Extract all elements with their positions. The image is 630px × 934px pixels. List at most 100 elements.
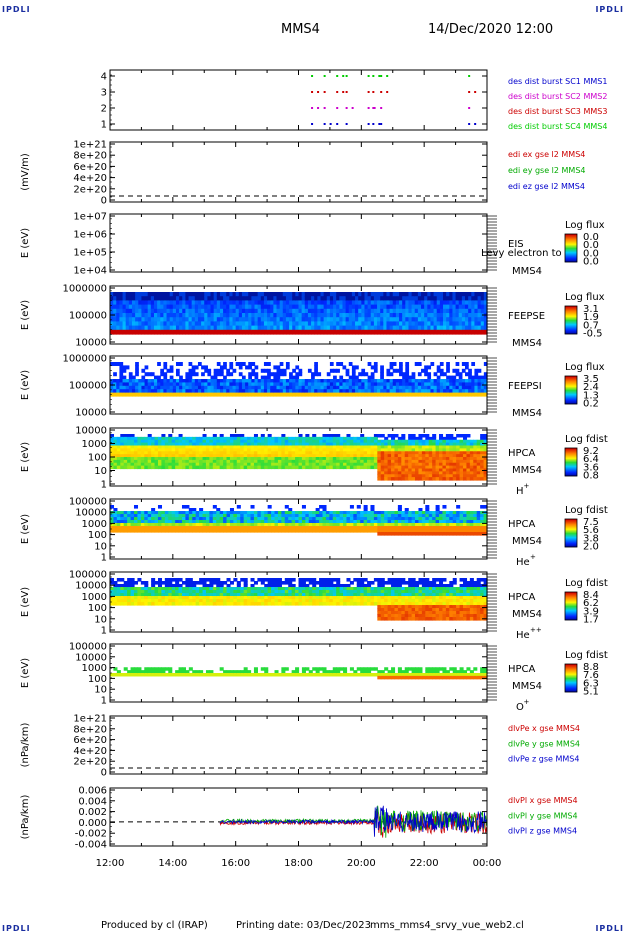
hpca_he-cell xyxy=(367,517,372,521)
hpca_he-cell xyxy=(435,532,440,536)
hpca_h-cell xyxy=(421,477,426,481)
feepse-cell xyxy=(182,329,186,335)
hpca_h-cell xyxy=(140,448,145,452)
hpca_h-cell xyxy=(325,445,330,449)
hpca_he-cell xyxy=(397,511,402,515)
feepse-cell xyxy=(113,304,117,310)
hpca_h-cell xyxy=(370,451,375,455)
feepsi-cell xyxy=(185,385,190,390)
feepse-cell xyxy=(188,329,193,335)
feepse-cell xyxy=(282,317,287,322)
feepse-cell xyxy=(179,308,183,314)
hpca_h-cell xyxy=(394,474,399,478)
hpca_he-cell xyxy=(469,532,474,536)
hpca_h-spacecraft: MMS4 xyxy=(512,465,542,476)
feepse-cell xyxy=(248,308,252,314)
burst-mark xyxy=(345,91,348,93)
hpca_he-cell xyxy=(274,526,279,530)
feepse-cell xyxy=(119,329,124,335)
hpca_h-cell xyxy=(188,448,193,452)
feepsi-cell xyxy=(204,392,208,397)
hpca_he-cell xyxy=(315,508,320,512)
hpca_h-cell xyxy=(154,448,159,452)
feepsi-cell xyxy=(113,382,117,387)
feepse-cell xyxy=(314,308,318,314)
hpca_he-cell xyxy=(164,523,169,527)
hpca_h-cell xyxy=(267,465,272,470)
hpca_h-cell xyxy=(250,436,255,441)
hpca_he-cell xyxy=(387,532,392,536)
feepse-cell xyxy=(125,296,130,301)
hpca_he-cell xyxy=(480,511,485,515)
hpca_he-cell xyxy=(418,508,423,512)
feepsi-cell xyxy=(408,375,413,380)
hpca_he-cell xyxy=(305,514,310,518)
feepsi-cell xyxy=(279,362,284,366)
hpca_h-cell xyxy=(387,465,392,470)
hpca_h-cell xyxy=(175,448,180,452)
hpca_he-cell xyxy=(281,511,286,515)
feepse-cell xyxy=(323,325,328,331)
hpca_he-cell xyxy=(140,520,145,524)
hpca_he-cell xyxy=(391,526,396,530)
feepsi-cell xyxy=(150,372,155,377)
feepse-cell xyxy=(289,296,293,301)
hpca_he-cell xyxy=(319,523,324,527)
feepse-cell xyxy=(235,308,240,314)
feepse-cell xyxy=(160,300,165,306)
feepse-cell xyxy=(314,296,318,301)
hpca_he-cell xyxy=(130,523,135,527)
hpca_h-cell xyxy=(274,465,279,470)
feepse-cell xyxy=(399,300,403,306)
feepsi-cell xyxy=(232,389,237,394)
hpca_he-cell xyxy=(312,526,317,530)
feepse-cell xyxy=(402,308,406,314)
hpca_he-cell xyxy=(274,517,279,521)
feepsi-cell xyxy=(380,365,384,370)
hpca_h-cell xyxy=(257,445,262,449)
feepse-cell xyxy=(185,308,190,314)
feepse-cell xyxy=(125,325,130,331)
feepsi-cell xyxy=(188,372,193,377)
feepse-cell xyxy=(329,329,334,335)
feepse-cell xyxy=(122,292,127,297)
hpca_h-cell xyxy=(473,462,478,467)
feepsi-cell xyxy=(213,392,218,397)
feepse-cell xyxy=(433,308,438,314)
eis-instrument: EIS xyxy=(508,239,524,250)
feepse-cell xyxy=(141,317,146,322)
hpca_h-cell xyxy=(151,448,156,452)
hpca_h-cell xyxy=(466,457,471,461)
feepse-cell xyxy=(166,321,171,327)
hpca_h-cell xyxy=(425,436,430,441)
feepsi-cell xyxy=(153,379,158,383)
hpca_he-cell xyxy=(363,523,368,527)
feepse-cell xyxy=(182,325,186,331)
feepse-cell xyxy=(257,325,262,331)
feepse-cell xyxy=(254,296,259,301)
hpca_h-cell xyxy=(432,474,437,478)
feepse-cell xyxy=(383,325,388,331)
edi-ytick-label: 6e+20 xyxy=(73,162,107,173)
hpca_he-cell xyxy=(428,517,433,521)
feepse-cell xyxy=(399,304,403,310)
hpca_h-cell xyxy=(401,474,406,478)
burst-mark xyxy=(380,107,383,109)
hpca_h-cell xyxy=(463,442,468,447)
hpca_h-cell xyxy=(116,465,121,470)
hpca_h-cell xyxy=(181,454,186,458)
feepse-cell xyxy=(172,304,177,310)
hpca_h-cell xyxy=(336,439,341,444)
feepsi-cell xyxy=(468,368,472,373)
hpca_h-ytick-label: 1 xyxy=(101,480,107,491)
hpca_he-cell xyxy=(480,532,485,536)
hpca_he-cell xyxy=(408,526,413,530)
hpca_h-cell xyxy=(394,477,399,481)
feepsi-cell xyxy=(207,385,212,390)
feepse-colorbar-tick: -0.5 xyxy=(583,329,603,340)
feepse-cell xyxy=(364,292,369,297)
hpca_h-cell xyxy=(459,451,464,455)
hpca_h-cell xyxy=(223,459,228,464)
hpca_he-cell xyxy=(271,514,276,518)
feepse-cell xyxy=(449,325,454,331)
